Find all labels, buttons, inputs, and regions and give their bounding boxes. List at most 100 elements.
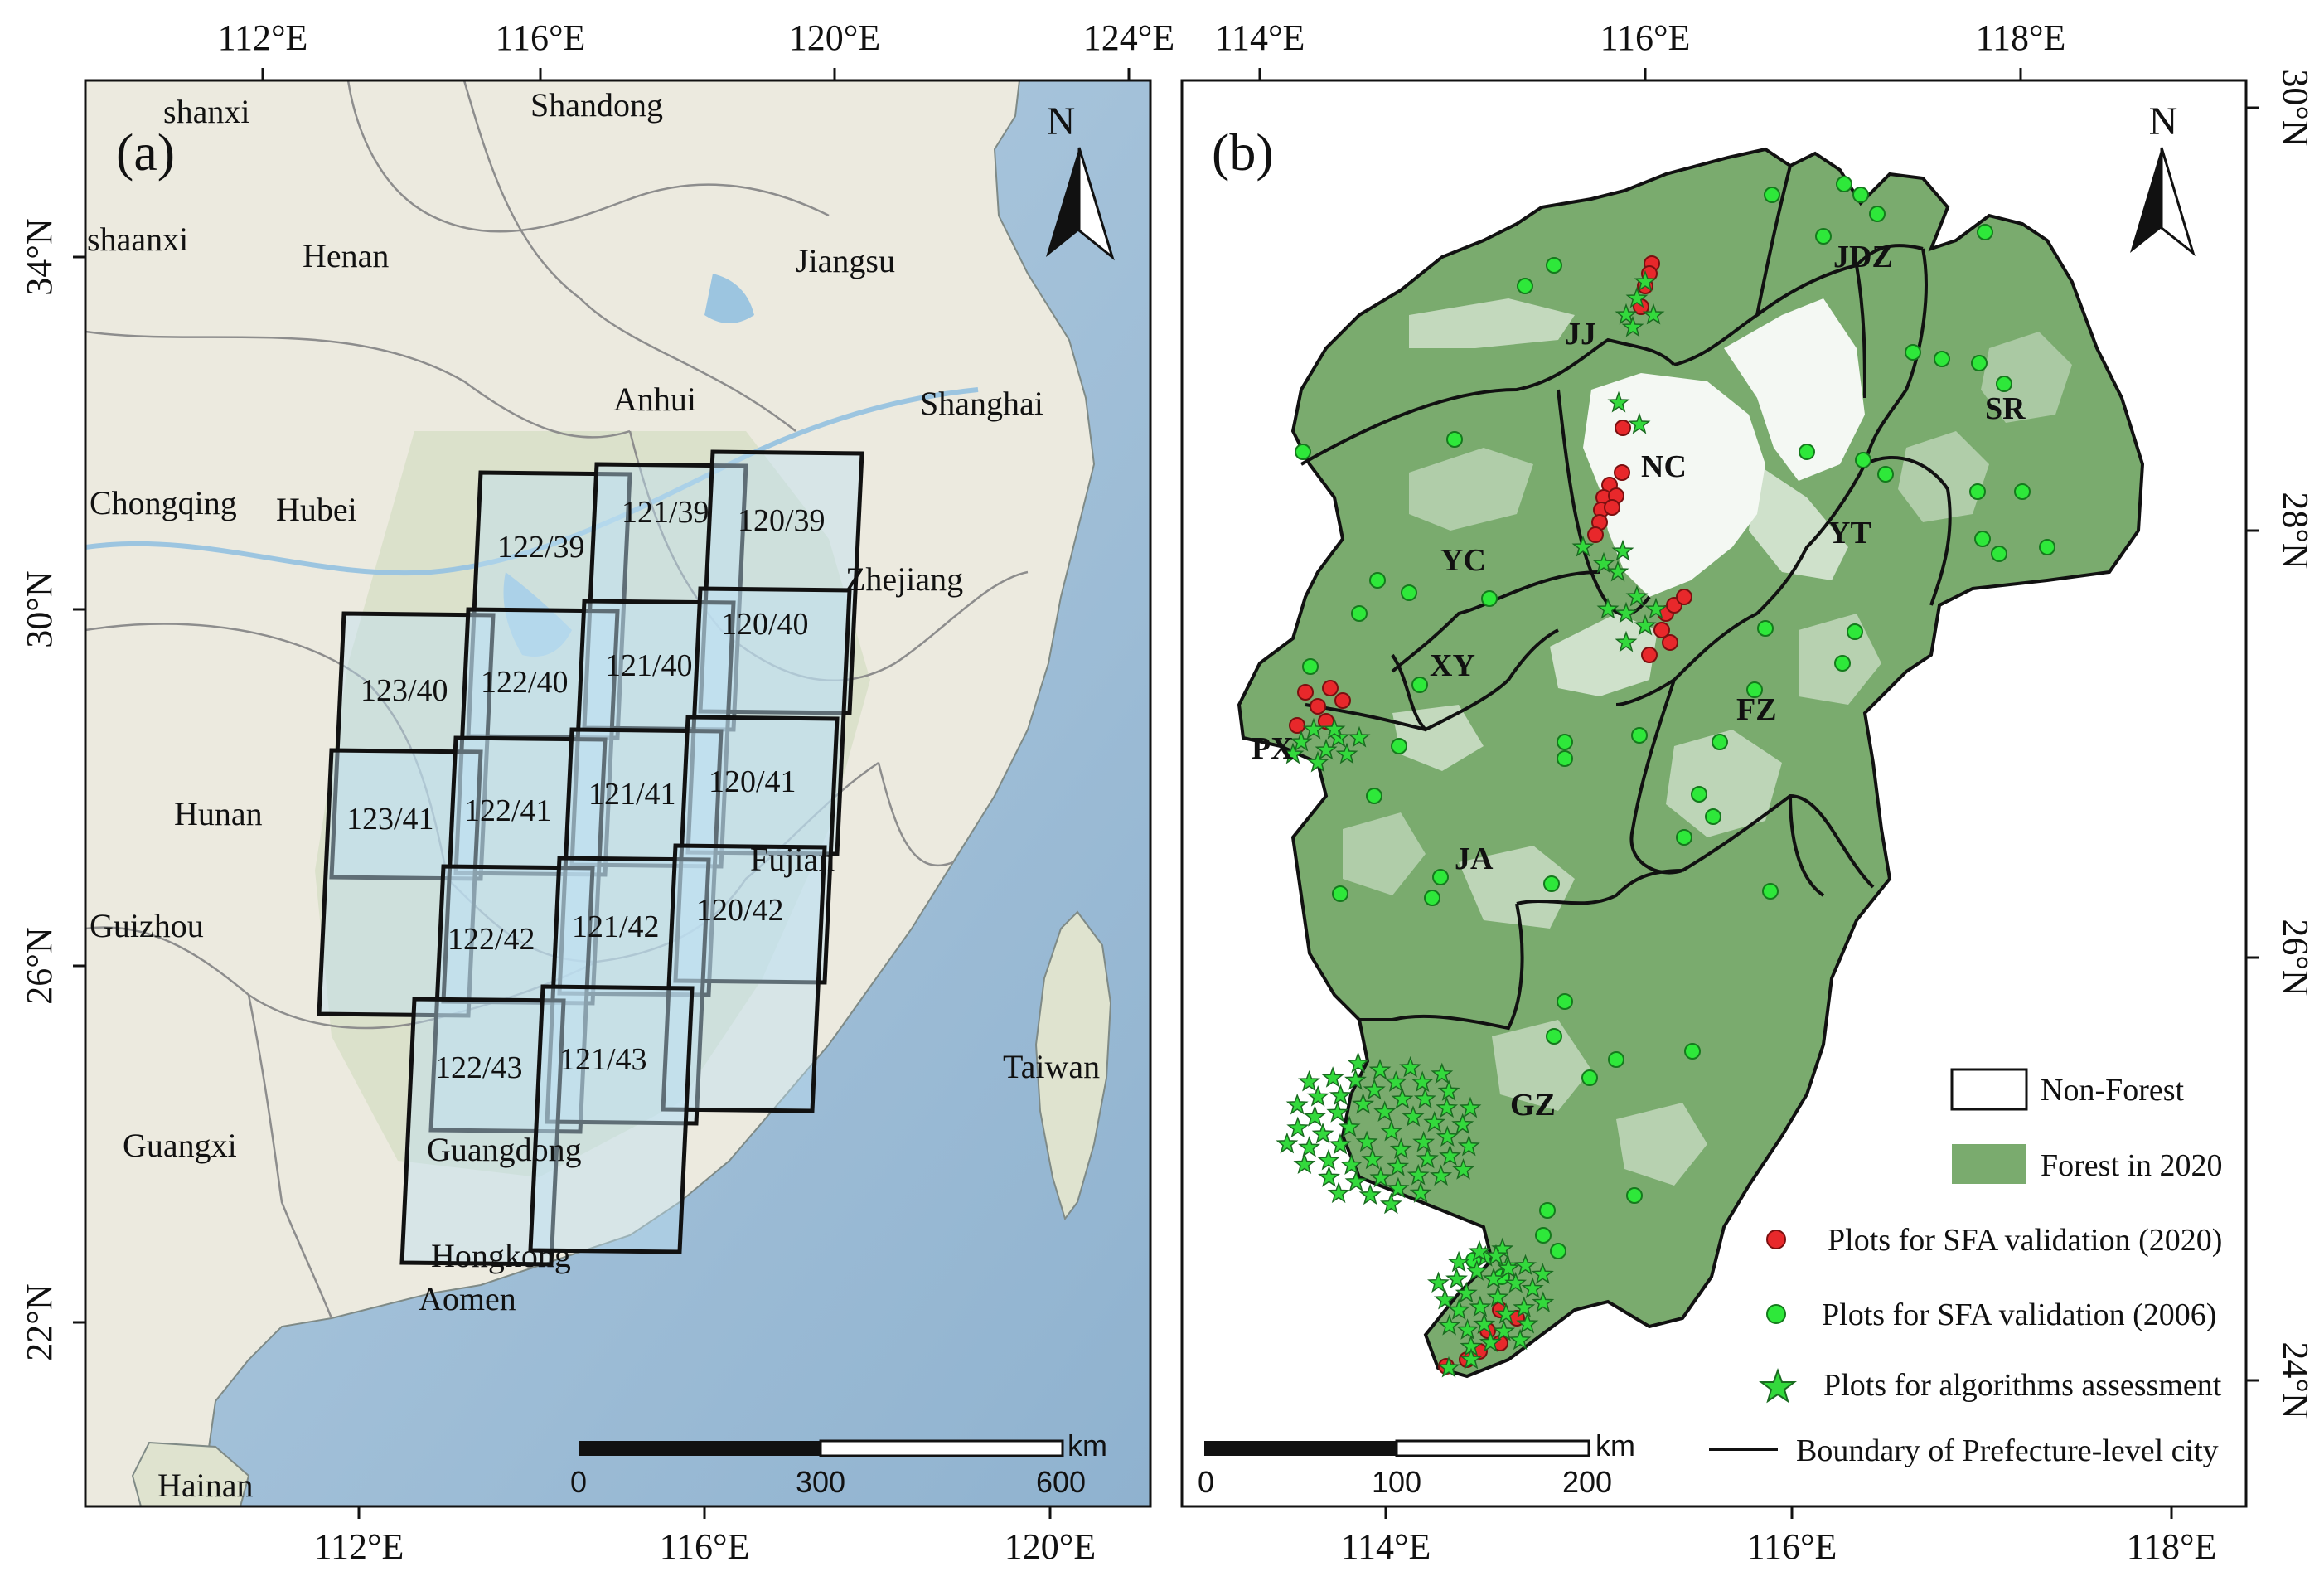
- plot-marker: [1347, 1051, 1370, 1074]
- scene-footprint-121-39: [582, 462, 748, 732]
- tick-label: 116°E: [1600, 17, 1691, 58]
- plot-marker: [1615, 303, 1638, 325]
- scale-bar-segment: [579, 1441, 821, 1456]
- plot-marker: [1641, 647, 1658, 663]
- river: [85, 387, 979, 576]
- scene-label: 122/43: [435, 1050, 523, 1085]
- panel-a-tag: (a): [116, 123, 175, 182]
- plot-marker: [1373, 1100, 1397, 1122]
- legend-label: Boundary of Prefecture-level city: [1796, 1433, 2219, 1468]
- plot-marker: [1432, 869, 1449, 885]
- plot-marker: [1358, 1183, 1382, 1205]
- scene-label: 120/40: [721, 607, 809, 642]
- plot-marker: [1306, 750, 1329, 773]
- plot-marker: [1614, 464, 1630, 481]
- tick-label: 114°E: [1215, 17, 1305, 58]
- plot-marker: [1430, 1164, 1453, 1186]
- plot-marker: [1391, 738, 1407, 754]
- plot-marker: [1290, 730, 1313, 752]
- tick-label: 116°E: [660, 1526, 750, 1567]
- plot-marker: [1427, 1271, 1450, 1293]
- panel-b-bottom-tick-labels: 114°E 116°E 118°E: [1341, 1526, 2217, 1567]
- panel-b-tag: (b): [1212, 123, 1274, 182]
- plot-marker: [1412, 1130, 1436, 1152]
- city-label: FZ: [1736, 692, 1777, 727]
- plot-marker: [1311, 1122, 1334, 1144]
- plot-marker: [1746, 681, 1763, 698]
- landsat-scene-footprints: [317, 449, 864, 1267]
- place-label: Shandong: [530, 86, 663, 124]
- plot-marker: [1497, 1256, 1520, 1278]
- plot-marker: [1436, 1125, 1459, 1147]
- plot-marker: [1413, 1087, 1436, 1109]
- plot-marker: [1407, 1163, 1430, 1186]
- plot-marker: [1473, 1312, 1496, 1334]
- plot-marker: [1608, 1051, 1624, 1068]
- panel-b-right-tick-labels: 30°N 28°N 26°N 24°N: [2275, 69, 2316, 1419]
- plot-marker: [1431, 1062, 1454, 1084]
- plot-marker: [1384, 1070, 1407, 1092]
- plot-marker: [1437, 1079, 1460, 1101]
- plot-marker: [1634, 269, 1657, 292]
- plot-marker: [1606, 560, 1629, 582]
- scene-label: 123/40: [361, 673, 448, 708]
- legend-item-forest: Forest in 2020: [1952, 1144, 2223, 1184]
- plot-marker: [1315, 738, 1338, 760]
- scale-label: 200: [1562, 1465, 1612, 1499]
- tick-label: 34°N: [19, 218, 60, 295]
- legend-item-sfa-2006: Plots for SFA validation (2006): [1766, 1297, 2216, 1332]
- plot-marker: [1905, 344, 1921, 361]
- plot-marker: [1662, 634, 1678, 651]
- plot-marker: [1481, 590, 1498, 607]
- legend-label: Plots for SFA validation (2020): [1828, 1223, 2222, 1258]
- plot-marker: [1321, 1066, 1344, 1088]
- plot-marker: [1438, 1314, 1461, 1336]
- scale-label: 600: [1036, 1465, 1086, 1499]
- city-label: GZ: [1510, 1088, 1556, 1123]
- plot-marker: [1298, 1069, 1320, 1092]
- plot-marker: [1969, 483, 1986, 500]
- scale-bar-a: km 0 300 600: [570, 1428, 1107, 1499]
- scale-bar-segment: [819, 1439, 1064, 1457]
- plot-marker: [1615, 420, 1631, 436]
- scene-footprint-121-42: [545, 856, 711, 1126]
- tick-label: 30°N: [2275, 69, 2316, 146]
- plot-marker: [1459, 1096, 1482, 1118]
- plot-marker: [1340, 1153, 1363, 1176]
- panel-a-top-tick-labels: 112°E 116°E 120°E 124°E: [218, 17, 1175, 58]
- plot-marker: [1631, 727, 1648, 744]
- plot-marker: [1402, 1105, 1425, 1127]
- plot-marker: [1399, 1055, 1422, 1078]
- north-label: N: [1047, 99, 1076, 143]
- lake: [503, 572, 572, 657]
- scene-footprint-120-40: [685, 586, 852, 856]
- place-label: Fujian: [750, 841, 835, 878]
- green-star-icon: [1759, 1368, 1797, 1404]
- north-arrow-icon: N: [2130, 99, 2196, 257]
- sfa-2020-plots: [1289, 255, 1692, 1375]
- plot-marker: [1468, 1239, 1491, 1262]
- plot-marker: [1322, 680, 1339, 696]
- plot-marker: [1479, 1331, 1502, 1352]
- scene-label: 120/39: [738, 503, 826, 538]
- city-label: YC: [1440, 543, 1486, 578]
- plot-marker: [1352, 1093, 1375, 1114]
- plot-marker: [1302, 717, 1325, 740]
- non-forest-patches: [1343, 298, 2072, 1186]
- scale-bar-b: km 0 100 200: [1198, 1428, 1635, 1499]
- plot-marker: [1369, 1166, 1392, 1188]
- algorithm-plots: [1276, 269, 1668, 1378]
- tick-label: 124°E: [1083, 17, 1174, 58]
- plot-marker: [1297, 684, 1314, 701]
- plot-marker: [1762, 883, 1779, 900]
- scene-label: 122/40: [481, 665, 569, 700]
- plot-marker: [1712, 734, 1728, 750]
- plot-marker: [1611, 539, 1634, 561]
- green-dot-icon: [1766, 1304, 1786, 1324]
- plot-marker: [1571, 535, 1595, 557]
- plot-marker: [1625, 584, 1649, 607]
- hainan-island: [131, 1441, 250, 1506]
- scene-label: 121/39: [622, 495, 709, 530]
- plot-marker: [1447, 1250, 1470, 1273]
- plot-marker: [1557, 750, 1573, 767]
